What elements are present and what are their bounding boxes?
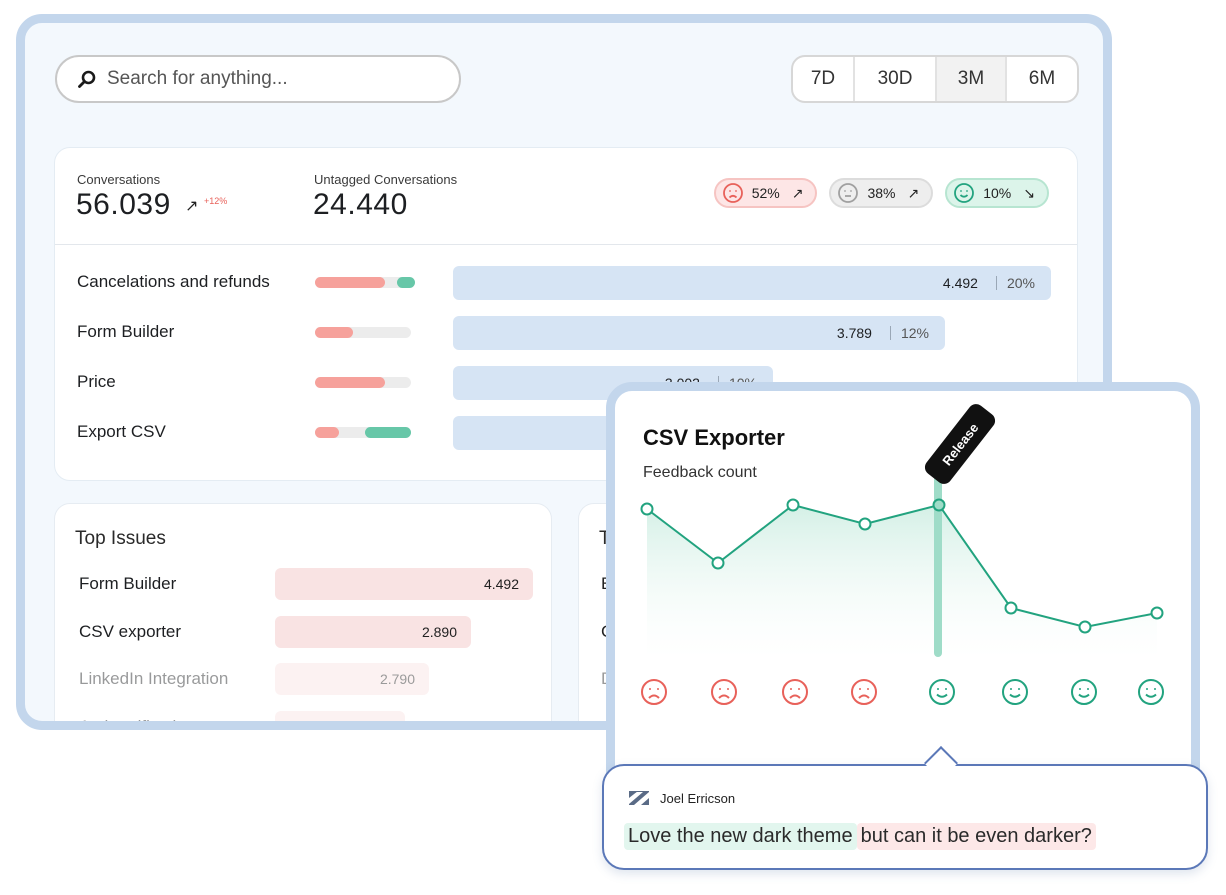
issue-row[interactable]: LinkedIn Integration 2.790 [55, 663, 551, 695]
issue-name: CSV exporter [79, 622, 182, 641]
arrow-up-right-icon: ↗ [791, 184, 804, 201]
issue-bar: 2.890 [275, 616, 471, 648]
arrow-up-right-icon: ↗ [185, 198, 199, 215]
issue-name: Form Builder [79, 574, 177, 593]
topic-row[interactable]: Cancelations and refunds 4.492 20% [55, 266, 1077, 300]
conversations-value: 56.039 [76, 188, 171, 221]
volume-bar: 4.492 20% [453, 266, 1051, 300]
positive-pct: 10% [983, 185, 1012, 201]
negative-highlight: but can it be even darker? [856, 823, 1096, 850]
sentiment-pills: 52% ↗ 38% ↗ 10% ↘ [713, 178, 1049, 208]
range-6m-button[interactable]: 6M [1028, 68, 1056, 89]
date-range-selector: 7D 30D 3M 6M [791, 55, 1079, 103]
happy-face-icon [954, 183, 975, 203]
popup-subtitle: Feedback count [643, 464, 757, 481]
neutral-sentiment-pill[interactable]: 38% ↗ [829, 178, 934, 208]
topic-row[interactable]: Form Builder 3.789 12% [55, 316, 1077, 350]
sad-face-icon [782, 679, 808, 705]
topic-name: Price [77, 372, 116, 391]
conversations-label: Conversations [77, 172, 161, 187]
negative-pct: 52% [751, 185, 780, 201]
feedback-comment-bubble[interactable]: Joel Erricson Love the new dark theme bu… [602, 764, 1208, 870]
untagged-value: 24.440 [313, 188, 408, 221]
issue-row[interactable]: Authentification 1.482 [55, 711, 551, 730]
issue-row[interactable]: CSV exporter 2.890 [55, 616, 551, 648]
topic-count: 3.789 [836, 325, 872, 341]
summary-divider [55, 244, 1077, 245]
issue-name: LinkedIn Integration [79, 669, 229, 688]
topic-pct: 12% [900, 325, 929, 341]
issue-bar: 2.790 [275, 663, 429, 695]
sad-face-icon [722, 183, 743, 203]
sad-face-icon [851, 679, 877, 705]
arrow-up-right-icon: ↗ [907, 184, 920, 201]
sad-face-icon [711, 679, 737, 705]
positive-highlight: Love the new dark theme [624, 823, 857, 850]
topic-pct: 20% [1006, 275, 1035, 291]
sad-face-icon [641, 679, 667, 705]
topic-name: Cancelations and refunds [77, 272, 270, 291]
neutral-face-icon [838, 183, 859, 203]
positive-sentiment-pill[interactable]: 10% ↘ [945, 178, 1049, 208]
zendesk-icon [629, 791, 649, 805]
top-issues-card: Top Issues Form Builder 4.492 CSV export… [54, 503, 552, 730]
happy-face-icon [1002, 679, 1028, 705]
sentiment-bar [315, 327, 411, 338]
sentiment-bar [315, 277, 415, 288]
range-7d-button[interactable]: 7D [793, 57, 855, 101]
search-input[interactable] [107, 68, 407, 90]
happy-face-icon [929, 679, 955, 705]
volume-bar: 3.789 12% [453, 316, 945, 350]
untagged-label: Untagged Conversations [314, 172, 458, 187]
search-icon [78, 70, 96, 88]
popup-title: CSV Exporter [643, 425, 785, 450]
conversations-trend-pct: +12% [204, 196, 228, 206]
sentiment-bar [315, 427, 411, 438]
topic-name: Export CSV [77, 422, 166, 441]
csv-exporter-popup: CSV Exporter Feedback count Release [606, 382, 1200, 802]
topic-count: 4.492 [942, 275, 978, 291]
issue-name: Authentification [79, 717, 196, 730]
issue-bar: 4.492 [275, 568, 533, 600]
comment-author: Joel Erricson [628, 790, 735, 806]
search-bar[interactable] [55, 55, 461, 103]
author-name: Joel Erricson [660, 790, 736, 806]
range-3m-button[interactable]: 3M [937, 57, 1007, 101]
topic-name: Form Builder [77, 322, 175, 341]
feedback-line-chart [640, 475, 1164, 659]
negative-sentiment-pill[interactable]: 52% ↗ [713, 178, 818, 208]
happy-face-icon [1138, 679, 1164, 705]
range-30d-button[interactable]: 30D [855, 57, 937, 101]
top-issues-title: Top Issues [75, 528, 166, 549]
neutral-pct: 38% [867, 185, 896, 201]
comment-text: Love the new dark theme but can it be ev… [624, 823, 1096, 850]
sentiment-bar [315, 377, 411, 388]
arrow-down-right-icon: ↘ [1023, 184, 1035, 201]
issue-row[interactable]: Form Builder 4.492 [55, 568, 551, 600]
issue-bar: 1.482 [275, 711, 405, 721]
happy-face-icon [1071, 679, 1097, 705]
